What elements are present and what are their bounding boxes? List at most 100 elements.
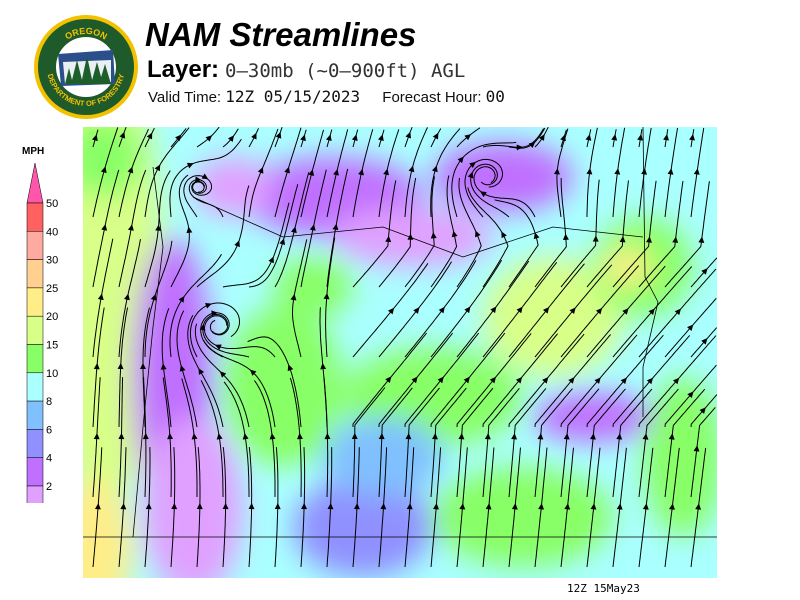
streamline-arrowhead: [563, 433, 570, 440]
legend-swatch: [26, 344, 44, 374]
streamline-arrowhead: [687, 391, 694, 398]
streamline-arrowhead: [533, 232, 540, 240]
streamline-arrowhead: [592, 235, 599, 242]
streamline-arrowhead: [594, 377, 601, 384]
streamline-arrowhead: [611, 134, 618, 141]
streamline-arrowhead: [458, 433, 465, 440]
streamline-arrowhead: [242, 433, 249, 440]
streamline-arrowhead: [93, 432, 100, 440]
streamline-arrowhead: [290, 293, 297, 301]
streamline-arrowhead: [201, 173, 209, 180]
legend-label: 10: [46, 368, 58, 380]
streamline-arrowhead: [542, 377, 549, 384]
streamline-arrowhead: [324, 432, 331, 440]
legend-swatch: [26, 315, 44, 345]
streamline-arrowhead: [219, 371, 227, 378]
streamline-arrowhead: [437, 376, 444, 384]
streamline-arrowhead: [542, 306, 550, 314]
streamline-arrowhead: [562, 233, 569, 241]
streamline-arrowhead: [249, 369, 257, 376]
streamline-arrowhead: [484, 433, 491, 440]
streamline-arrowhead: [269, 432, 276, 440]
streamline-arrowhead: [178, 295, 185, 303]
streamline-arrowhead: [672, 377, 680, 385]
page-title: NAM Streamlines: [145, 16, 417, 53]
streamline-arrowhead: [614, 168, 621, 175]
legend-swatch: [26, 485, 44, 503]
streamline-arrowhead: [92, 134, 98, 142]
streamline-arrowhead: [199, 323, 206, 331]
streamline-arrowhead: [405, 131, 412, 139]
streamline-arrowhead: [100, 166, 107, 174]
streamline-arrowhead: [378, 432, 385, 440]
legend-swatch: [26, 231, 44, 260]
streamline-arrowhead: [97, 293, 104, 301]
streamline-arrowhead: [463, 376, 470, 384]
streamline-arrowhead: [284, 166, 290, 174]
streamline-arrowhead: [291, 226, 297, 234]
streamline-arrowhead: [214, 344, 222, 350]
streamline-arrowhead: [669, 503, 675, 510]
streamline-arrowhead: [642, 433, 649, 440]
streamline-arrowhead: [586, 167, 593, 175]
streamline-arrowhead: [667, 168, 674, 175]
streamline-arrowhead: [325, 134, 332, 142]
streamline-arrowhead: [287, 364, 294, 372]
streamline-arrowhead: [411, 376, 418, 384]
streamline-arrowhead: [413, 307, 420, 314]
streamline-arrowhead: [406, 503, 413, 510]
layer-line: Layer: 0–30mb (~0–900ft) AGL: [147, 56, 465, 84]
streamline-arrowhead: [489, 376, 497, 384]
streamline-arrowhead: [451, 230, 458, 238]
streamline-arrowhead: [175, 134, 182, 142]
streamline-arrowhead: [380, 503, 387, 510]
legend-swatch: [26, 287, 44, 317]
wind-speed-region: [143, 417, 243, 578]
streamline-arrowhead: [467, 171, 474, 179]
wind-speed-region: [603, 247, 653, 287]
valid-time-line: Valid Time: 12Z 05/15/2023 Forecast Hour…: [148, 87, 505, 106]
streamline-arrowhead: [464, 134, 472, 141]
streamline-arrowhead: [595, 307, 603, 315]
legend-label: 25: [46, 283, 58, 295]
streamline-arrowhead: [94, 503, 101, 510]
legend-label: 50: [46, 198, 58, 210]
streamline-arrowhead: [689, 134, 695, 141]
streamline-arrowhead: [622, 308, 629, 315]
streamline-arrowhead: [693, 168, 700, 175]
legend-label: 8: [46, 396, 52, 408]
streamline-arrowhead: [511, 503, 518, 510]
streamline-arrowhead: [663, 134, 670, 141]
streamline-arrowhead: [641, 168, 648, 175]
streamline-arrowhead: [101, 224, 108, 231]
streamline-arrowhead: [648, 308, 655, 315]
wind-speed-legend: MPH 50 40 30 25 20 15 10 8 6 4 2: [22, 146, 58, 503]
streamline-arrowhead: [205, 302, 212, 309]
model-run-stamp: 12Z 15May23: [567, 582, 640, 595]
valid-time-label: Valid Time:: [148, 89, 222, 106]
streamline-arrowhead: [378, 134, 384, 142]
streamline-map: [83, 127, 717, 578]
streamline-arrowhead: [433, 503, 439, 510]
streamline-arrowhead: [695, 503, 702, 510]
streamline-arrowhead: [620, 377, 627, 385]
streamline-arrowhead: [358, 168, 364, 176]
valid-time-value: 12Z 05/15/2023: [225, 87, 361, 106]
svg-text:OREGON: OREGON: [63, 26, 109, 42]
streamline-arrowhead: [195, 176, 202, 183]
legend-label: 30: [46, 255, 58, 267]
oregon-department-of-forestry-logo: OREGON DEPARTMENT OF FORESTRY: [34, 15, 138, 119]
streamline-arrowhead: [171, 502, 178, 510]
streamline-arrowhead: [140, 362, 146, 370]
streamline-arrowhead: [516, 306, 523, 314]
streamline-arrowhead: [616, 433, 623, 440]
streamline-arrowhead: [501, 231, 507, 239]
layer-value: 0–30mb (~0–900ft) AGL: [225, 60, 466, 82]
streamline-arrowhead: [408, 165, 415, 173]
streamline-arrowhead: [701, 268, 708, 275]
wind-speed-region: [483, 257, 623, 377]
streamline-arrowhead: [309, 224, 316, 231]
streamline-arrowhead: [464, 306, 471, 314]
streamline-arrowhead: [568, 377, 575, 384]
